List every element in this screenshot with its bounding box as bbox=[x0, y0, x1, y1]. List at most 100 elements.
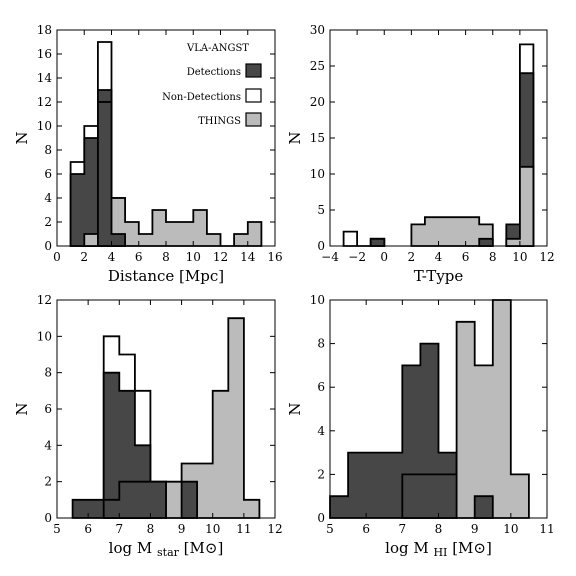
y-tick-label: 2 bbox=[44, 215, 52, 229]
hist-mhi-things-1 bbox=[455, 299, 530, 519]
legend-swatch bbox=[245, 112, 262, 127]
y-tick-label: 10 bbox=[310, 167, 325, 181]
legend-label: THINGS bbox=[198, 116, 241, 127]
panel-distance: 0 2 4 6 8 10 12 14 16 0 2 4 6 8 10 12 14 16 18 N Distance [M… bbox=[13, 23, 283, 285]
y-tick-label: 30 bbox=[310, 23, 325, 37]
x-tick-label: 6 bbox=[135, 250, 143, 264]
legend: VLA-ANGST Detections Non-Detections THINGS bbox=[162, 43, 262, 127]
x-axis-label-main: log M bbox=[109, 539, 157, 557]
y-tick-label: 6 bbox=[44, 167, 52, 181]
y-axis-label: N bbox=[13, 402, 31, 415]
x-tick-label: 12 bbox=[539, 250, 554, 264]
legend-swatch bbox=[245, 63, 262, 78]
y-tick-label: 8 bbox=[44, 143, 52, 157]
x-tick-label: 0 bbox=[53, 250, 61, 264]
x-tick-label: −4 bbox=[321, 250, 339, 264]
y-tick-label: 0 bbox=[44, 511, 52, 525]
x-tick-label: 10 bbox=[503, 522, 518, 536]
y-tick-label: 0 bbox=[44, 239, 52, 253]
y-tick-label: 18 bbox=[37, 23, 52, 37]
y-tick-label: 0 bbox=[317, 511, 325, 525]
x-tick-label: 8 bbox=[489, 250, 497, 264]
y-axis-label: N bbox=[13, 131, 31, 144]
x-tick-label: 16 bbox=[267, 250, 282, 264]
x-axis-label: log M star [M⊙] bbox=[109, 539, 224, 559]
x-tick-label: 6 bbox=[362, 522, 370, 536]
y-tick-label: 2 bbox=[317, 467, 325, 481]
x-tick-label: 4 bbox=[435, 250, 443, 264]
x-tick-label: 10 bbox=[512, 250, 527, 264]
y-tick-label: 10 bbox=[37, 119, 52, 133]
hist-ttype-things-3 bbox=[410, 216, 494, 247]
x-tick-label: 14 bbox=[240, 250, 256, 264]
x-tick-label: 6 bbox=[462, 250, 470, 264]
x-tick-label: 11 bbox=[236, 522, 251, 536]
x-tick-label: 5 bbox=[326, 522, 334, 536]
x-axis-label: T-Type bbox=[414, 267, 464, 285]
x-tick-label: 7 bbox=[115, 522, 123, 536]
y-axis-label: N bbox=[286, 131, 304, 144]
plot-frame-ttype bbox=[329, 29, 548, 247]
hist-mstar-detections-4 bbox=[180, 480, 199, 519]
x-axis-label-unit-close: ] bbox=[486, 539, 492, 557]
legend-title: VLA-ANGST bbox=[186, 43, 249, 54]
x-axis-label-unit: [M bbox=[447, 539, 473, 557]
hist-mstar-detections-3 bbox=[102, 480, 167, 519]
y-axis-label: N bbox=[286, 402, 304, 415]
x-axis-label: log M HI [M⊙] bbox=[385, 539, 492, 559]
y-tick-label: 6 bbox=[44, 402, 52, 416]
x-tick-label: 7 bbox=[399, 522, 407, 536]
y-tick-label: 4 bbox=[44, 438, 52, 452]
x-axis-label-unit-close: ] bbox=[217, 539, 223, 557]
x-tick-label: 2 bbox=[80, 250, 88, 264]
legend-label: Detections bbox=[187, 67, 241, 78]
y-tick-label: 6 bbox=[317, 380, 325, 394]
x-tick-label: 8 bbox=[435, 522, 443, 536]
x-axis-label: Distance [Mpc] bbox=[108, 267, 224, 285]
sun-symbol: ⊙ bbox=[473, 539, 486, 557]
hist-mstar-things-2 bbox=[165, 317, 261, 519]
x-axis-label-subscript: star bbox=[157, 546, 180, 559]
y-tick-label: 10 bbox=[37, 329, 52, 343]
hist-mhi-detections-2 bbox=[401, 473, 458, 519]
sun-symbol: ⊙ bbox=[205, 539, 218, 557]
y-tick-label: 16 bbox=[37, 47, 52, 61]
x-tick-label: 8 bbox=[162, 250, 170, 264]
x-tick-label: −2 bbox=[348, 250, 366, 264]
y-tick-label: 15 bbox=[310, 131, 325, 145]
y-tick-label: 8 bbox=[44, 366, 52, 380]
x-tick-label: 6 bbox=[84, 522, 92, 536]
y-tick-label: 4 bbox=[44, 191, 52, 205]
hist-ttype-detections-2 bbox=[369, 237, 386, 247]
x-axis-label-main: log M bbox=[385, 539, 433, 557]
y-tick-label: 0 bbox=[317, 239, 325, 253]
y-tick-label: 5 bbox=[317, 203, 325, 217]
x-tick-label: 5 bbox=[53, 522, 61, 536]
x-tick-label: 2 bbox=[408, 250, 416, 264]
y-tick-label: 20 bbox=[310, 95, 325, 109]
y-tick-label: 2 bbox=[44, 475, 52, 489]
y-tick-label: 14 bbox=[37, 71, 53, 85]
x-tick-label: 9 bbox=[178, 522, 186, 536]
x-tick-label: 8 bbox=[147, 522, 155, 536]
panel-ttype: −4 −2 0 2 4 6 8 10 12 0 5 10 15 20 25 30 N T-Type bbox=[286, 23, 555, 285]
x-tick-label: 4 bbox=[108, 250, 116, 264]
y-tick-label: 12 bbox=[37, 95, 52, 109]
x-tick-label: 10 bbox=[186, 250, 201, 264]
x-tick-label: 11 bbox=[539, 522, 554, 536]
x-axis-label-subscript: HI bbox=[433, 546, 447, 559]
y-tick-label: 25 bbox=[310, 59, 325, 73]
x-tick-label: 0 bbox=[380, 250, 388, 264]
y-tick-label: 8 bbox=[317, 337, 325, 351]
y-tick-label: 4 bbox=[317, 424, 325, 438]
x-tick-label: 9 bbox=[471, 522, 479, 536]
legend-swatch bbox=[245, 88, 262, 103]
x-axis-label-unit: [M bbox=[179, 539, 205, 557]
y-tick-label: 12 bbox=[37, 293, 52, 307]
x-tick-label: 10 bbox=[205, 522, 220, 536]
y-tick-label: 10 bbox=[310, 293, 325, 307]
hist-mhi-detections-3 bbox=[473, 495, 494, 519]
